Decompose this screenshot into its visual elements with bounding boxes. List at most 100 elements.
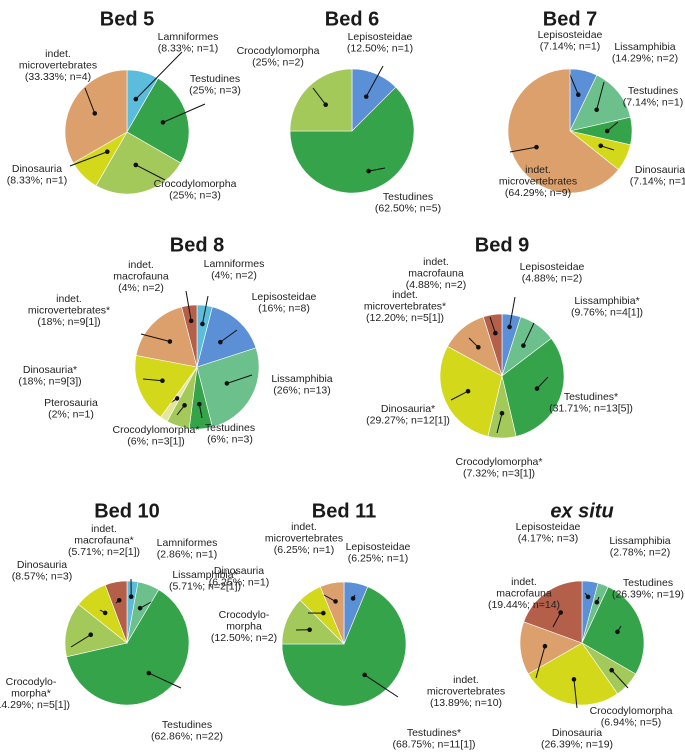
slice-label-line: Dinosauria* bbox=[23, 364, 77, 376]
slice-label-line: Lissamphibia bbox=[614, 41, 675, 53]
leader-line-bed-7-indet-microvertebrates bbox=[509, 146, 537, 153]
slice-label-line: macrofauna bbox=[408, 268, 464, 280]
chart-title-bed-7: Bed 7 bbox=[543, 8, 597, 30]
leader-dot-bed-8-lepisosteidae bbox=[218, 339, 223, 345]
slice-label-line: Crocodylomorpha bbox=[590, 705, 673, 717]
pie-slice-bed-6-testudines bbox=[289, 86, 415, 194]
slice-label-line: microvertebrates bbox=[265, 533, 343, 545]
slice-label-bed-11-dinosauria: Dinosauria (6.25%; n=1) bbox=[209, 565, 269, 589]
slice-label-line: (7.14%; n=1) bbox=[630, 176, 685, 188]
slice-label-line: (31.71%; n=13[5]) bbox=[549, 403, 633, 415]
slice-label-bed-10-crocodylomorpha: Crocodylo-morpha*(14.29%; n=5[1]) bbox=[0, 676, 70, 711]
slice-label-line: microvertebrates bbox=[427, 686, 505, 698]
leader-dot-bed-7-lissamphibia bbox=[594, 107, 599, 113]
slice-label-line: microvertebrates bbox=[19, 60, 97, 72]
leader-dot-bed-9-testudines bbox=[534, 386, 540, 391]
pie-slice-bed-6-crocodylomorpha bbox=[289, 68, 353, 132]
slice-label-bed-8-lissamphibia: Lissamphibia (26%; n=13) bbox=[271, 373, 332, 397]
slice-label-bed-8-lepisosteidae: Lepisosteidae (16%; n=8) bbox=[252, 291, 317, 315]
slice-label-ex-situ-crocodylomorpha: Crocodylomorpha (6.94%; n=5) bbox=[590, 705, 673, 729]
pie-slice-bed-7-indet-microvertebrates bbox=[507, 68, 619, 194]
slice-label-bed-11-crocodylomorpha: Crocodylo-morpha (12.50%; n=2) bbox=[211, 609, 277, 644]
slice-label-ex-situ-dinosauria: Dinosauria (26.39%; n=19) bbox=[541, 727, 613, 751]
slice-label-line: (7.14%; n=1) bbox=[540, 41, 600, 53]
pie-bed-10: Bed 10 Lamniformes (2.86%; n=1) Lissamphibi… bbox=[0, 500, 241, 742]
leader-dot-bed-5-indet-microvertebrates bbox=[92, 111, 98, 116]
slice-label-bed-8-indet-microvertebrates: indet. microvertebrates* (18%; n=9[1]) bbox=[28, 293, 110, 328]
leader-dot-bed-8-indet-microvertebrates bbox=[167, 339, 173, 344]
leader-line-ex-situ-crocodylomorpha bbox=[611, 669, 629, 689]
slice-label-bed-11-indet-microvertebrates: indet. microvertebrates (6.25%; n=1) bbox=[265, 521, 343, 556]
leader-dot-bed-8-indet-macrofauna bbox=[188, 318, 194, 324]
slice-label-line: Testudines* bbox=[564, 391, 618, 403]
slice-label-line: Dinosauria bbox=[17, 559, 67, 571]
leader-line-bed-5-indet-microvertebrates bbox=[84, 87, 96, 114]
slice-label-line: (6.25%; n=1) bbox=[209, 577, 269, 589]
slice-label-bed-10-lamniformes: Lamniformes (2.86%; n=1) bbox=[157, 537, 218, 561]
slice-label-line: (8.57%; n=3) bbox=[12, 571, 72, 583]
slice-label-line: Lissamphibia bbox=[271, 373, 332, 385]
slice-label-line: Testudines bbox=[205, 422, 255, 434]
leader-dot-bed-8-crocodylomorpha bbox=[182, 403, 187, 408]
slice-label-line: (5.71%; n=2[1]) bbox=[169, 581, 241, 593]
slice-label-bed-10-testudines: Testudines (62.86%; n=22) bbox=[151, 719, 223, 743]
slice-label-line: indet. bbox=[511, 576, 537, 588]
slice-label-bed-6-crocodylomorpha: Crocodylomorpha (25%; n=2) bbox=[237, 45, 320, 69]
slice-label-line: indet. bbox=[525, 164, 551, 176]
chart-title-ex-situ: ex situ bbox=[550, 500, 613, 522]
leader-line-bed-9-crocodylomorpha bbox=[496, 413, 503, 434]
slice-label-line: (33.33%; n=4) bbox=[25, 71, 91, 83]
leader-line-bed-6-crocodylomorpha bbox=[312, 87, 327, 105]
leader-line-bed-5-crocodylomorpha bbox=[135, 164, 166, 181]
slice-label-line: Testudines bbox=[623, 577, 673, 589]
slice-label-line: (2.86%; n=1) bbox=[157, 549, 217, 561]
leader-line-bed-8-lissamphibia bbox=[226, 374, 253, 384]
slice-label-ex-situ-lissamphibia: Lissamphibia (2.78%; n=2) bbox=[609, 535, 670, 559]
slice-label-line: (6.94%; n=5) bbox=[601, 717, 661, 729]
slice-label-line: Lepisosteidae bbox=[346, 541, 411, 553]
slice-label-bed-8-testudines: Testudines (6%; n=3) bbox=[205, 422, 255, 446]
slice-label-bed-8-indet-macrofauna: indet. macrofauna (4%; n=2) bbox=[113, 259, 169, 294]
slice-label-bed-6-testudines: Testudines (62.50%; n=5) bbox=[375, 191, 441, 215]
slice-label-line: Lamniformes bbox=[157, 537, 218, 549]
slice-label-line: indet. bbox=[91, 523, 117, 535]
slice-label-bed-10-lissamphibia: Lissamphibia* (5.71%; n=2[1]) bbox=[169, 569, 241, 593]
slice-label-line: morpha bbox=[226, 621, 262, 633]
slice-label-line: Crocodylomorpha* bbox=[456, 456, 543, 468]
leader-dot-bed-6-testudines bbox=[366, 168, 371, 174]
slice-label-line: (2%; n=1) bbox=[48, 409, 94, 421]
leader-dot-ex-situ-testudines bbox=[615, 629, 620, 635]
slice-label-bed-9-testudines: Testudines* (31.71%; n=13[5]) bbox=[549, 391, 633, 415]
leader-dot-bed-9-dinosauria bbox=[465, 388, 471, 394]
pie-slice-ex-situ-indet-microvertebrates bbox=[519, 621, 583, 675]
pie-slice-bed-5-indet-microvertebrates bbox=[64, 69, 128, 164]
slice-label-bed-9-dinosauria: Dinosauria* (29.27%; n=12[1]) bbox=[366, 403, 450, 427]
leader-line-bed-6-testudines bbox=[368, 167, 386, 172]
slice-label-line: Lepisosteidae bbox=[348, 31, 413, 43]
pie-slice-bed-10-testudines bbox=[66, 589, 190, 706]
slice-label-bed-10-indet-macrofauna: indet. macrofauna* (5.71%; n=2[1]) bbox=[68, 523, 140, 558]
leader-line-bed-9-lissamphibia bbox=[522, 322, 535, 346]
leader-dot-bed-11-crocodylomorpha bbox=[307, 627, 312, 633]
slice-label-line: (62.50%; n=5) bbox=[375, 203, 441, 215]
slice-label-bed-5-testudines: Testudines (25%; n=3) bbox=[189, 73, 241, 97]
slice-label-bed-9-indet-macrofauna: indet. macrofauna (4.88%; n=2) bbox=[406, 256, 466, 291]
slice-label-line: (4%; n=2) bbox=[211, 270, 257, 282]
slice-label-line: (12.20%; n=5[1]) bbox=[366, 312, 444, 324]
leader-line-bed-10-testudines bbox=[148, 672, 182, 689]
leader-line-bed-6-lepisosteidae bbox=[365, 65, 384, 97]
leader-line-bed-7-dinosauria bbox=[600, 145, 615, 151]
leader-line-bed-8-indet-microvertebrates bbox=[140, 333, 171, 343]
slice-label-line: (6%; n=3[1]) bbox=[127, 436, 185, 448]
slice-label-line: Testudines bbox=[383, 191, 433, 203]
chart-title-bed-5: Bed 5 bbox=[100, 8, 154, 30]
slice-label-line: Crocodylomorpha bbox=[154, 178, 237, 190]
slice-label-line: indet. bbox=[392, 289, 418, 301]
slice-label-bed-9-indet-microvertebrates: indet. microvertebrates* (12.20%; n=5[1]) bbox=[364, 289, 446, 324]
slice-label-line: (25%; n=2) bbox=[252, 57, 304, 69]
